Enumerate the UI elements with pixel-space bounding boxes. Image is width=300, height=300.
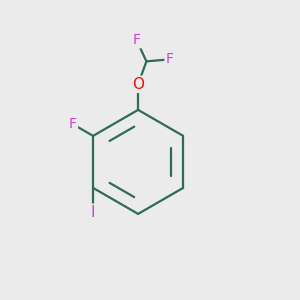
Text: O: O (132, 77, 144, 92)
Text: F: F (166, 52, 173, 66)
Text: F: F (133, 33, 141, 47)
Text: I: I (91, 205, 95, 220)
Text: F: F (69, 117, 77, 131)
